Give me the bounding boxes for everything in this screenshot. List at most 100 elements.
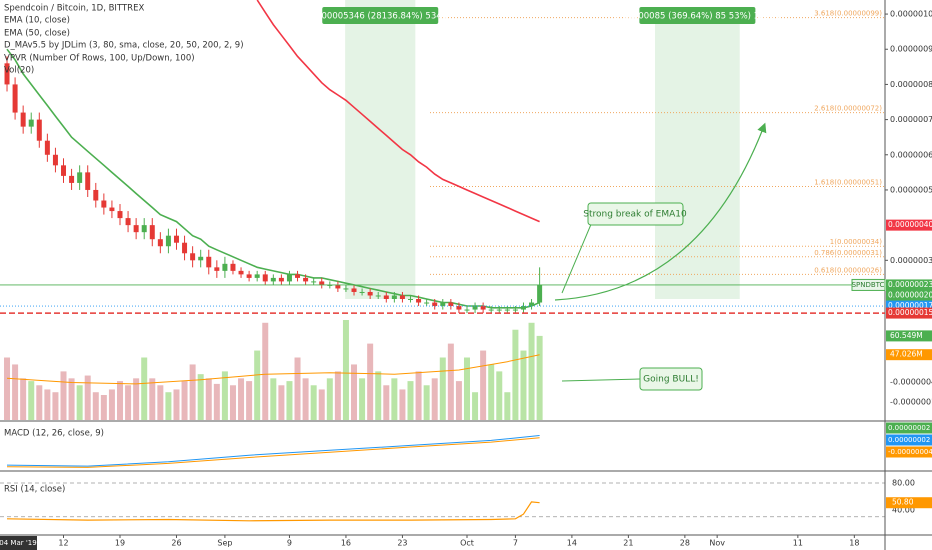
volume-bar	[262, 322, 269, 420]
x-tick-label: 7	[513, 539, 518, 548]
volume-bar	[44, 389, 51, 420]
macd-tag-label: 0.00000002	[888, 436, 930, 444]
macd-tag-label: 0.00000002	[888, 424, 930, 432]
volume-bar	[415, 371, 422, 420]
candle-body	[416, 299, 422, 303]
x-tick-label: 26	[171, 539, 181, 548]
volume-bar	[463, 357, 470, 420]
price-pane	[4, 0, 885, 314]
candle-body	[464, 309, 470, 311]
volume-bar	[213, 383, 220, 420]
price-tag	[886, 219, 932, 231]
volume-bar	[125, 385, 132, 420]
fib-label: 1.618(0.00000051)	[814, 178, 882, 186]
symbol-tag	[851, 278, 886, 291]
candle-body	[375, 295, 381, 297]
candle-body	[424, 302, 430, 304]
candle-body	[238, 270, 244, 275]
macd-line	[6, 435, 540, 467]
volume-bar	[439, 357, 446, 420]
callout-pointer	[561, 378, 641, 382]
volume-bar	[221, 371, 228, 420]
volume-bar	[383, 385, 390, 420]
volume-tag	[886, 330, 932, 342]
candle-body	[472, 306, 478, 310]
candle-body	[504, 309, 510, 311]
legend-entry: VPVR (Number Of Rows, 100, Up/Down, 100)	[4, 54, 195, 64]
candle-body	[319, 281, 325, 285]
rsi-tag-label: 50.80	[892, 498, 914, 507]
candle-body	[36, 119, 42, 141]
candle-body	[488, 309, 494, 311]
volume-bar	[375, 371, 382, 420]
volume-bar	[536, 335, 543, 420]
volume-bar	[20, 378, 27, 420]
volume-bar	[326, 378, 333, 420]
volume-bar	[528, 322, 535, 420]
volume-bar	[116, 381, 123, 420]
price-tag-label: 0.00000015	[888, 308, 932, 317]
candle-body	[206, 256, 212, 268]
volume-bar	[391, 378, 398, 420]
candle-body	[77, 172, 83, 183]
pane-title: RSI (14, close)	[4, 485, 65, 495]
callout-text: Going BULL!	[643, 375, 699, 385]
candle-body	[448, 302, 454, 307]
volume-bar	[488, 364, 495, 420]
volume-bar	[302, 378, 309, 420]
volume-bar	[149, 378, 156, 420]
candle-body	[149, 225, 155, 240]
volume-bar	[318, 389, 325, 420]
volume-tag	[886, 349, 932, 361]
volume-bar	[197, 374, 204, 420]
x-tick-label: 16	[341, 539, 351, 548]
volume-ma-line	[6, 354, 540, 385]
x-tick-label: 12	[58, 539, 68, 548]
legend-entry: Vol(20)	[4, 66, 34, 76]
fib-label: 2.618(0.00000072)	[814, 105, 882, 113]
candle-body	[125, 218, 131, 226]
candle-body	[286, 274, 292, 282]
candle-body	[343, 288, 349, 290]
candle-body	[69, 175, 75, 183]
candle-body	[456, 306, 462, 310]
volume-bar	[28, 381, 35, 420]
cursor-box	[0, 536, 37, 550]
candle-body	[311, 281, 317, 283]
x-tick-label: Oct	[460, 539, 474, 548]
candle-body	[512, 309, 518, 311]
callout-text: Strong break of EMA10	[583, 210, 687, 220]
cursor-label: 04 Mar '19	[0, 539, 37, 547]
volume-bar	[76, 385, 83, 420]
candle-body	[335, 284, 341, 289]
volume-bar	[512, 329, 519, 420]
volume-bar	[520, 350, 527, 420]
macd-tag	[886, 422, 932, 434]
volume-bar	[310, 385, 317, 420]
callout-pointer	[561, 221, 593, 294]
volume-bar	[480, 350, 487, 420]
volume-bar	[278, 385, 285, 420]
candle-body	[537, 284, 543, 303]
axis-label: -0.0000001	[890, 398, 932, 407]
price-tag-label: 0.00000040	[888, 220, 932, 229]
volume-bar	[455, 381, 462, 420]
volume-bar	[294, 357, 301, 420]
volume-bar	[68, 378, 75, 420]
pane-title: MACD (12, 26, close, 9)	[4, 429, 104, 439]
candle-body	[214, 267, 220, 271]
candle-body	[4, 63, 10, 85]
macd-tag	[886, 446, 932, 458]
volume-bar	[399, 389, 406, 420]
candle-body	[198, 256, 204, 261]
volume-bar	[165, 392, 172, 420]
candle-body	[117, 211, 123, 219]
candle-body	[182, 242, 188, 254]
volume-bar	[12, 364, 19, 420]
